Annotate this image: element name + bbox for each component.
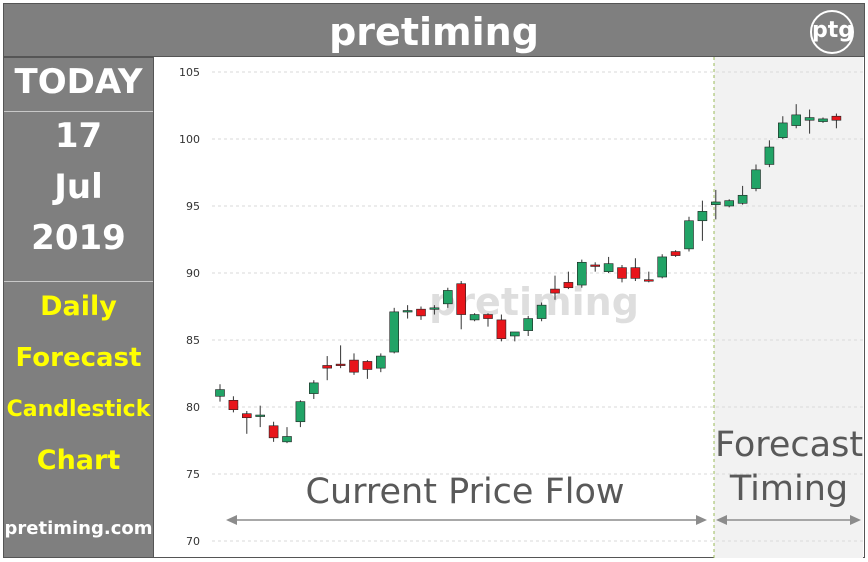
forecast-range-arrow-right-head <box>850 515 861 525</box>
sidebar-line-daily: Daily <box>40 291 117 322</box>
candle-body-up <box>791 114 802 126</box>
candle-body-up <box>777 122 788 138</box>
candle-body-down <box>670 251 681 256</box>
y-tick-label: 70 <box>186 535 200 548</box>
candle-body-up <box>536 304 547 319</box>
y-tick-label: 80 <box>186 401 200 414</box>
candle-body-up <box>509 331 520 337</box>
candle-body-down <box>362 361 373 370</box>
candle-body-up <box>818 118 828 122</box>
candle-body-up <box>523 318 534 331</box>
candle-body-down <box>643 279 654 282</box>
candle-body-up <box>603 263 614 272</box>
candle-body-up <box>376 355 386 369</box>
candle-body-up <box>215 389 225 397</box>
ptg-logo-icon: ptg <box>810 10 854 54</box>
candle-body-down <box>416 308 426 317</box>
candle-body-up <box>295 401 306 423</box>
y-tick-label: 100 <box>179 133 200 146</box>
candle-body-up <box>724 200 735 207</box>
candle-body-up <box>402 310 413 313</box>
candle-body-up <box>737 194 748 204</box>
y-tick-label: 90 <box>186 267 200 280</box>
website-label: pretiming.com <box>4 518 153 539</box>
date-month: Jul <box>54 167 103 207</box>
candle-body-down <box>550 288 560 294</box>
candle-body-up <box>576 261 587 286</box>
header-title: pretiming <box>329 10 539 54</box>
candle-body-down <box>831 115 842 121</box>
sidebar: TODAY 17 Jul 2019 Daily Forecast Candles… <box>3 57 154 558</box>
candle-body-down <box>228 399 239 410</box>
current-price-flow-label: Current Price Flow <box>306 472 625 512</box>
candle-body-down <box>590 264 601 267</box>
sidebar-line-chart: Chart <box>36 445 121 476</box>
forecast-label: Forecast <box>715 425 863 465</box>
current-range-arrow-right-head <box>696 515 707 525</box>
candle-body-down <box>242 413 252 419</box>
candle-body-down <box>483 314 493 319</box>
sidebar-divider <box>4 281 153 282</box>
candle-body-down <box>630 267 641 279</box>
candle-body-up <box>684 220 694 250</box>
y-tick-label: 95 <box>186 200 200 213</box>
candle-body-up <box>389 311 399 353</box>
current-range-arrow-left-head <box>226 515 237 525</box>
candle-body-down <box>268 425 279 439</box>
candle-body-up <box>751 169 761 189</box>
candle-body-down <box>496 319 507 339</box>
candle-body-up <box>309 382 319 394</box>
candle-body-up <box>282 436 292 443</box>
header-bar: pretiming ptg <box>3 3 865 57</box>
candle-body-up <box>442 290 453 305</box>
chart-area: 70 75 80 85 90 95 100 105 pretiming Current Price… <box>154 57 865 558</box>
date-year: 2019 <box>31 218 126 258</box>
candle-body-down <box>335 363 346 366</box>
candle-body-down <box>617 267 627 279</box>
candle-body-down <box>456 283 467 315</box>
candle-body-up <box>710 201 721 205</box>
candle-body-up <box>764 146 775 165</box>
sidebar-divider <box>4 111 153 112</box>
candle-body-up <box>469 314 480 321</box>
sidebar-line-candlestick: Candlestick <box>6 397 151 422</box>
sidebar-line-forecast: Forecast <box>15 343 142 373</box>
candle-body-up <box>697 211 708 222</box>
candle-body-down <box>322 365 332 369</box>
timing-label: Timing <box>729 469 848 509</box>
candle-body-down <box>563 282 574 289</box>
today-label: TODAY <box>14 62 143 102</box>
date-day: 17 <box>54 116 103 156</box>
candle-body-up <box>255 414 265 417</box>
candle-body-up <box>804 117 815 121</box>
y-tick-label: 75 <box>186 468 200 481</box>
y-tick-label: 85 <box>186 334 200 347</box>
candle-body-up <box>657 256 668 278</box>
y-tick-label: 105 <box>179 66 200 79</box>
candle-body-down <box>349 359 359 373</box>
forecast-range-arrow-left-head <box>716 515 727 525</box>
candle-body-up <box>429 307 440 310</box>
